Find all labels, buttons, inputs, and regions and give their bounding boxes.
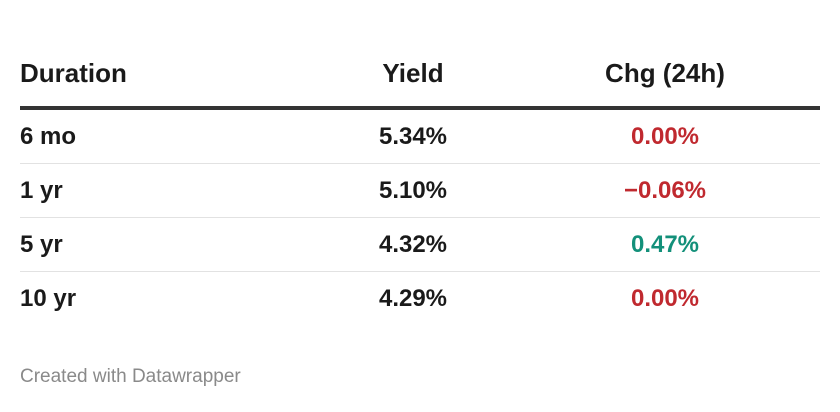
yield-table: Duration Yield Chg (24h) 6 mo 5.34% 0.00… bbox=[20, 52, 820, 325]
change-cell: 0.47% bbox=[510, 217, 820, 272]
table-body: 6 mo 5.34% 0.00% 1 yr 5.10% −0.06% 5 yr … bbox=[20, 108, 820, 325]
duration-cell: 6 mo bbox=[20, 108, 316, 164]
table-row: 1 yr 5.10% −0.06% bbox=[20, 163, 820, 218]
change-cell: 0.00% bbox=[510, 108, 820, 164]
duration-cell: 5 yr bbox=[20, 217, 316, 272]
yield-cell: 4.29% bbox=[378, 284, 448, 312]
duration-cell: 1 yr bbox=[20, 163, 316, 218]
table-row: 5 yr 4.32% 0.47% bbox=[20, 217, 820, 272]
column-header-yield[interactable]: Yield bbox=[316, 52, 510, 110]
datawrapper-credit[interactable]: Created with Datawrapper bbox=[20, 366, 241, 387]
yield-table-container: Duration Yield Chg (24h) 6 mo 5.34% 0.00… bbox=[20, 52, 820, 325]
change-cell: 0.00% bbox=[630, 284, 700, 312]
column-header-duration[interactable]: Duration bbox=[20, 52, 316, 110]
table-header: Duration Yield Chg (24h) bbox=[20, 52, 820, 110]
duration-cell: 10 yr bbox=[20, 284, 77, 312]
header-row: Duration Yield Chg (24h) bbox=[20, 52, 820, 110]
change-cell: −0.06% bbox=[510, 163, 820, 218]
table-row: 6 mo 5.34% 0.00% bbox=[20, 108, 820, 164]
yield-cell: 4.32% bbox=[316, 217, 510, 272]
yield-cell: 5.34% bbox=[316, 108, 510, 164]
column-header-change[interactable]: Chg (24h) bbox=[510, 52, 820, 110]
yield-cell: 5.10% bbox=[316, 163, 510, 218]
table-row: 10 yr 4.29% 0.00% bbox=[20, 272, 820, 326]
